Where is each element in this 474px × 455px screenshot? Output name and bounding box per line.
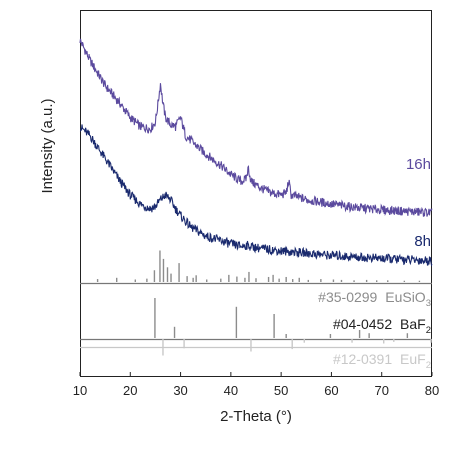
series-layer (79, 38, 433, 267)
ref-id-baf2: #04-0452 (333, 316, 392, 332)
ref-id-euf2: #12-0391 (333, 351, 392, 367)
x-axis-title: 2-Theta (°) (220, 408, 292, 425)
series-line-8h (79, 124, 433, 267)
x-tick-label-60: 60 (324, 383, 338, 398)
ref-formula-sub-eusio3: 3 (426, 298, 431, 309)
reference-layer (96, 250, 432, 356)
x-tick-label-80: 80 (425, 383, 439, 398)
ref-label-euf2: #12-0391 EuF2 (333, 351, 431, 371)
x-tick-label-70: 70 (374, 383, 388, 398)
ref-formula-eusio3: EuSiO (385, 289, 426, 305)
series-line-16h (79, 38, 433, 217)
series-label-8h: 8h (414, 233, 431, 250)
series-label-16h: 16h (406, 156, 431, 173)
ref-id-eusio3: #35-0299 (318, 289, 377, 305)
ref-formula-sub-euf2: 2 (426, 360, 431, 371)
ref-formula-sub-baf2: 2 (426, 325, 431, 336)
x-tick-label-20: 20 (123, 383, 137, 398)
y-axis-title: Intensity (a.u.) (39, 98, 56, 193)
x-tick-label-50: 50 (274, 383, 288, 398)
x-tick-label-10: 10 (73, 383, 87, 398)
ref-label-eusio3: #35-0299 EuSiO3 (318, 289, 431, 309)
plot-frame (80, 10, 432, 377)
x-axis-ticks: 10 20 30 40 50 60 70 80 (73, 372, 439, 398)
x-tick-label-30: 30 (173, 383, 187, 398)
ref-formula-baf2: BaF (400, 316, 426, 332)
x-tick-label-40: 40 (224, 383, 238, 398)
ref-label-baf2: #04-0452 BaF2 (333, 316, 431, 336)
ref-formula-euf2: EuF (400, 351, 426, 367)
